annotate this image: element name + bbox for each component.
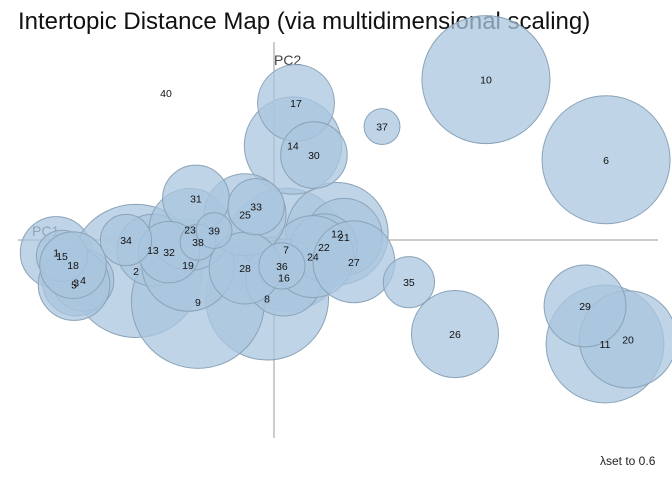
topic-label-13: 13 [147, 245, 159, 257]
topic-label-4: 4 [80, 275, 86, 287]
topic-label-39: 39 [208, 225, 220, 237]
topic-label-21: 21 [338, 232, 350, 244]
topic-label-27: 27 [348, 257, 360, 269]
topic-label-8: 8 [264, 294, 270, 306]
topic-label-33: 33 [250, 202, 262, 214]
topic-label-5: 5 [71, 280, 77, 292]
topic-label-16: 16 [278, 273, 290, 285]
topic-label-36: 36 [276, 261, 288, 273]
topic-label-31: 31 [190, 193, 202, 205]
topic-bubbles [20, 16, 672, 403]
topic-label-24: 24 [307, 252, 319, 264]
lambda-setting-label: λset to 0.6 [600, 454, 655, 468]
topic-label-38: 38 [192, 237, 204, 249]
topic-label-30: 30 [308, 150, 320, 162]
topic-label-22: 22 [318, 242, 330, 254]
topic-label-29: 29 [579, 301, 591, 313]
topic-label-34: 34 [120, 235, 132, 247]
topic-label-40: 40 [160, 88, 172, 100]
topic-label-7: 7 [283, 245, 289, 257]
topic-label-37: 37 [376, 122, 388, 134]
topic-label-20: 20 [622, 334, 634, 346]
topic-label-26: 26 [449, 329, 461, 341]
topic-label-32: 32 [163, 247, 175, 259]
topic-label-9: 9 [195, 297, 201, 309]
topic-label-17: 17 [290, 98, 302, 110]
topic-label-19: 19 [182, 260, 194, 272]
topic-label-6: 6 [603, 155, 609, 167]
topic-label-2: 2 [133, 266, 139, 278]
topic-label-18: 18 [67, 260, 79, 272]
topic-label-23: 23 [184, 225, 196, 237]
topic-label-35: 35 [403, 277, 415, 289]
topic-label-28: 28 [239, 263, 251, 275]
topic-label-11: 11 [600, 339, 611, 351]
topic-label-10: 10 [480, 75, 492, 87]
topic-label-14: 14 [287, 141, 299, 153]
